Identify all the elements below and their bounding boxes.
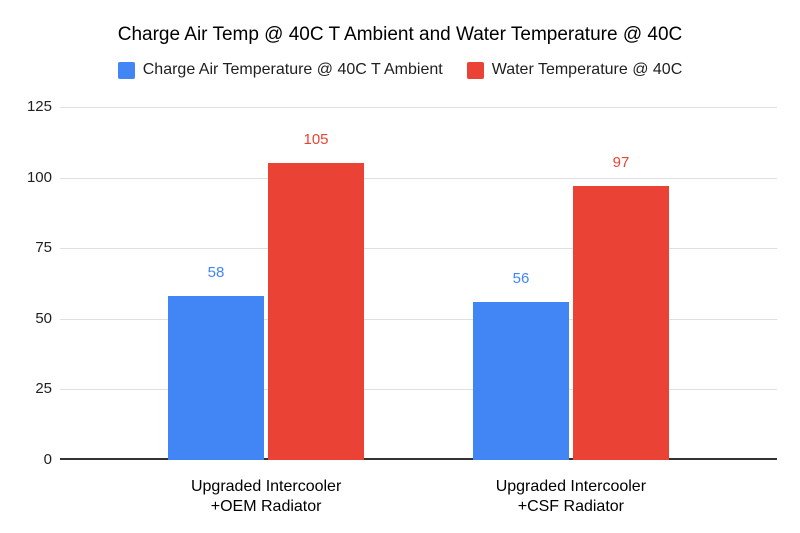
y-tick-label: 100 — [26, 169, 52, 186]
gridline — [60, 319, 777, 320]
y-tick-label: 25 — [35, 380, 52, 397]
plot-area: 58 105 56 97 — [60, 107, 777, 460]
y-tick-label: 50 — [35, 310, 52, 327]
gridline — [60, 178, 777, 179]
bar[interactable] — [168, 296, 264, 460]
legend-entry[interactable]: Water Temperature @ 40C — [466, 61, 683, 79]
category-label: Upgraded Intercooler +CSF Radiator — [495, 478, 647, 515]
bar[interactable] — [268, 163, 364, 460]
bar-value-label: 58 — [207, 264, 225, 281]
bar-value-label: 105 — [303, 131, 329, 148]
bar[interactable] — [473, 302, 569, 460]
gridline — [60, 248, 777, 249]
category-label: Upgraded Intercooler +OEM Radiator — [190, 478, 342, 515]
x-axis-line — [60, 458, 777, 460]
chart-title: Charge Air Temp @ 40C T Ambient and Wate… — [117, 24, 683, 45]
legend: Charge Air Temperature @ 40C T Ambient Wa… — [0, 60, 800, 80]
gridline — [60, 107, 777, 108]
bar-value-label: 97 — [612, 154, 630, 171]
legend-swatch-icon — [466, 61, 484, 79]
legend-swatch-icon — [117, 61, 135, 79]
gridline — [60, 389, 777, 390]
bar-value-label: 56 — [512, 270, 530, 287]
legend-label: Charge Air Temperature @ 40C T Ambient — [142, 61, 443, 78]
legend-label: Water Temperature @ 40C — [491, 61, 683, 78]
bar[interactable] — [573, 186, 669, 460]
y-tick-label: 125 — [26, 98, 52, 115]
legend-entry[interactable]: Charge Air Temperature @ 40C T Ambient — [117, 61, 443, 79]
y-tick-label: 0 — [43, 451, 52, 468]
y-tick-label: 75 — [35, 239, 52, 256]
